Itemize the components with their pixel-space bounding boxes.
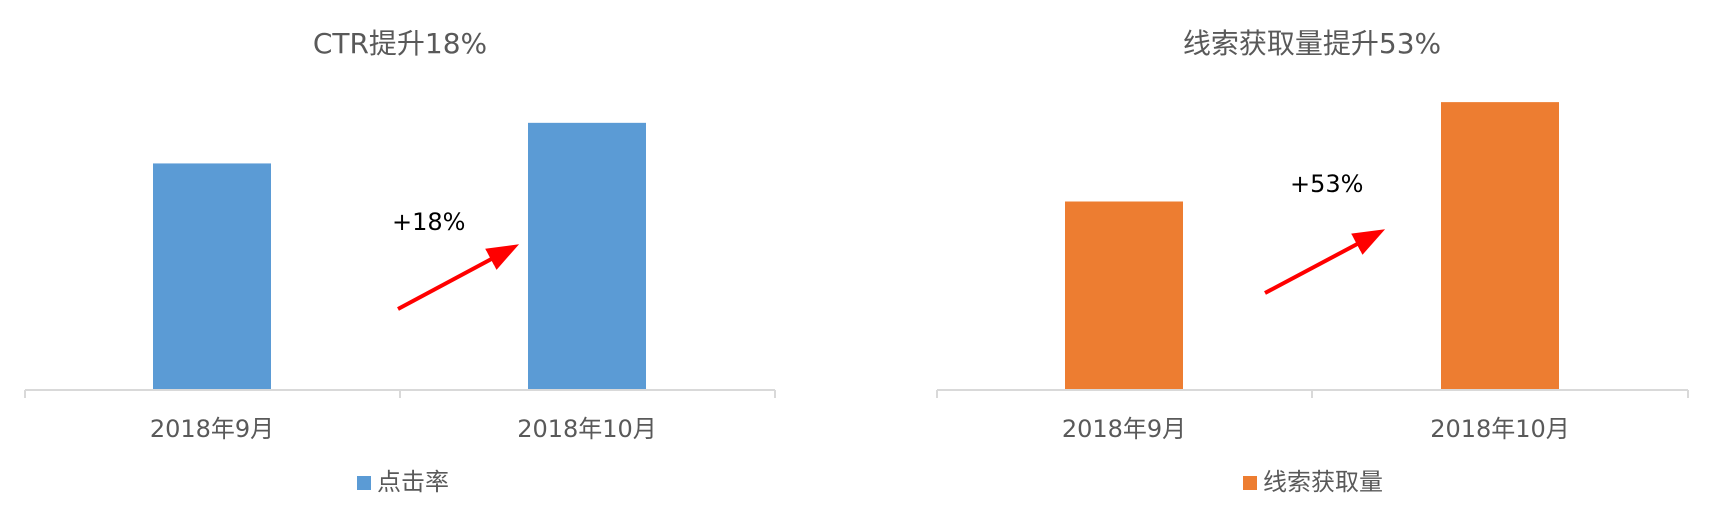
legend-label: 点击率 (377, 468, 449, 496)
increase-arrow (397, 244, 520, 311)
increase-annotation: +18% (392, 208, 465, 236)
x-tick-label: 2018年10月 (517, 415, 657, 443)
legend-label: 线索获取量 (1263, 468, 1383, 496)
bar-2 (1441, 102, 1559, 389)
legend-swatch (357, 476, 371, 490)
bar-1 (1065, 201, 1183, 389)
bars-layer (153, 122, 646, 389)
chart-leads: 线索获取量提升53% 2018年9月 2018年10月 +53% 线索获取量 (936, 27, 1689, 496)
bar-2 (528, 122, 646, 389)
chart-ctr: CTR提升18% 2018年9月 2018年10月 +18% 点击率 (24, 27, 776, 496)
x-tick-label: 2018年10月 (1430, 415, 1570, 443)
increase-arrow (1264, 229, 1386, 295)
increase-annotation: +53% (1290, 170, 1363, 198)
bar-1 (153, 163, 271, 389)
legend-swatch (1243, 476, 1257, 490)
x-tick-label: 2018年9月 (150, 415, 274, 443)
chart-title: 线索获取量提升53% (1183, 27, 1441, 60)
chart-title: CTR提升18% (313, 27, 487, 60)
x-tick-label: 2018年9月 (1062, 415, 1186, 443)
bars-layer (1065, 102, 1559, 389)
